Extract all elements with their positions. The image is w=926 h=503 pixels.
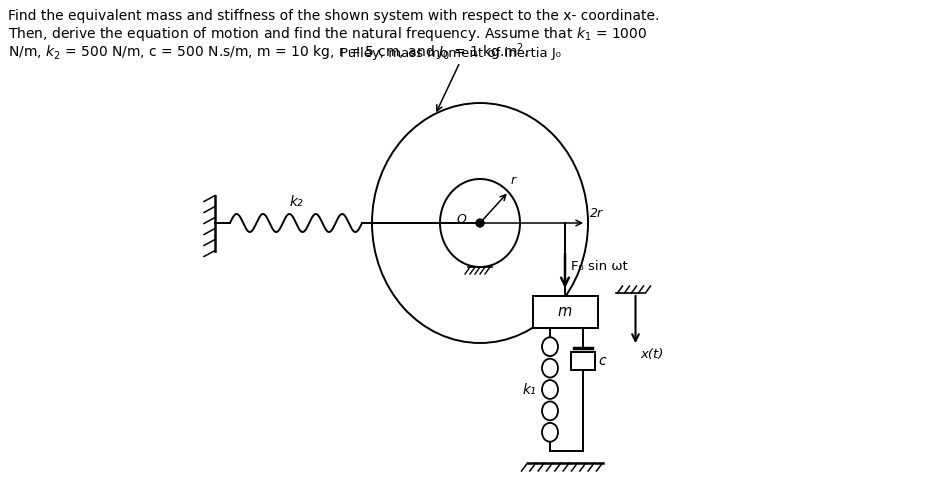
Text: Then, derive the equation of motion and find the natural frequency. Assume that : Then, derive the equation of motion and … (8, 25, 647, 43)
Text: k₂: k₂ (289, 195, 303, 209)
Text: m: m (557, 304, 572, 319)
Text: N/m, $k_2$ = 500 N/m, c = 500 N.s/m, m = 10 kg, r = 5 cm, and $J_0$ = 1 kg.m$^2$: N/m, $k_2$ = 500 N/m, c = 500 N.s/m, m =… (8, 41, 528, 62)
Text: r: r (511, 175, 516, 187)
Circle shape (476, 219, 484, 227)
Text: F₀ sin ωt: F₀ sin ωt (571, 261, 628, 274)
Text: Pulley, mass moment of inertia J₀: Pulley, mass moment of inertia J₀ (340, 47, 560, 60)
Text: 2r: 2r (590, 207, 603, 220)
Bar (571, 352, 595, 370)
Text: k₁: k₁ (522, 382, 536, 396)
Text: x(t): x(t) (641, 348, 664, 361)
Text: O: O (457, 212, 466, 225)
Text: c: c (598, 354, 606, 368)
Bar (532, 296, 597, 328)
Text: Find the equivalent mass and stiffness of the shown system with respect to the x: Find the equivalent mass and stiffness o… (8, 9, 659, 23)
